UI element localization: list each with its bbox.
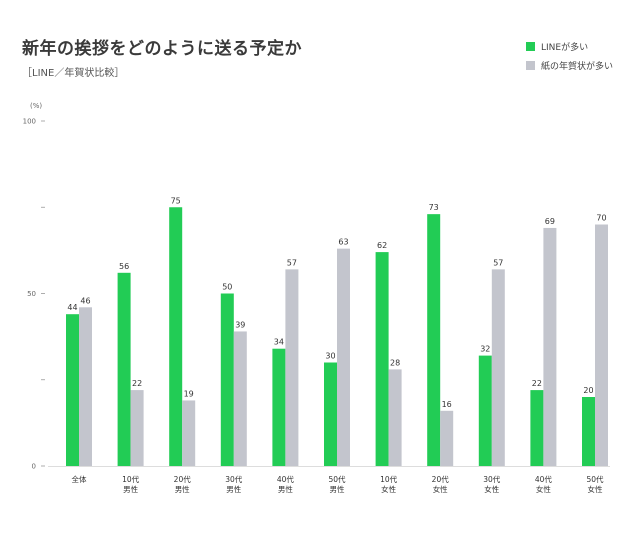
data-label: 44 <box>67 303 77 312</box>
data-label: 39 <box>235 320 245 329</box>
bar-paper <box>337 248 350 466</box>
bar-line <box>427 214 441 466</box>
x-tick-label: 男性 <box>175 484 190 494</box>
x-tick-label: 30代 <box>225 474 243 484</box>
data-label: 16 <box>442 400 452 409</box>
legend-swatch-line <box>526 42 535 51</box>
data-label: 63 <box>338 238 348 247</box>
bar-line <box>375 252 389 466</box>
data-label: 50 <box>222 283 232 292</box>
bar-paper <box>79 307 92 466</box>
x-tick-label: 女性 <box>433 484 448 494</box>
x-tick-label: 10代 <box>380 474 398 484</box>
legend: LINEが多い 紙の年賀状が多い <box>526 37 613 75</box>
bar-paper <box>440 410 454 466</box>
data-label: 57 <box>287 258 297 267</box>
data-label: 46 <box>80 296 90 305</box>
bar-line <box>169 207 183 466</box>
x-tick-label: 50代 <box>586 474 604 484</box>
bar-line <box>530 390 544 466</box>
chart-subtitle: ［LINE／年賀状比較］ <box>22 68 125 79</box>
x-tick-label: 女性 <box>381 484 396 494</box>
data-label: 57 <box>493 258 503 267</box>
y-axis-unit: (%) <box>30 102 42 110</box>
legend-item-line: LINEが多い <box>526 37 613 56</box>
bar-line <box>117 272 131 466</box>
bar-paper <box>543 227 557 466</box>
bar-line <box>220 293 234 466</box>
bar-paper <box>595 224 608 466</box>
data-label: 70 <box>596 214 606 223</box>
x-tick-label: 50代 <box>328 474 346 484</box>
x-tick-label: 10代 <box>122 474 140 484</box>
data-label: 75 <box>171 196 181 205</box>
legend-swatch-paper <box>526 61 535 70</box>
legend-label-paper: 紙の年賀状が多い <box>541 62 614 72</box>
legend-label-line: LINEが多い <box>541 43 589 53</box>
data-label: 56 <box>119 262 129 271</box>
bar-line <box>66 314 79 466</box>
x-tick-label: 女性 <box>484 484 499 494</box>
bar-paper <box>388 369 402 466</box>
data-label: 30 <box>325 352 335 361</box>
x-tick-label: 30代 <box>483 474 501 484</box>
legend-item-paper: 紙の年賀状が多い <box>526 56 613 75</box>
x-tick-label: 女性 <box>588 484 603 494</box>
bar-paper <box>233 331 247 466</box>
y-tick-label: 100 <box>23 118 36 126</box>
bar-line <box>272 348 286 466</box>
data-label: 73 <box>429 203 439 212</box>
data-label: 69 <box>545 217 555 226</box>
data-label: 20 <box>583 386 593 395</box>
y-tick-label: 50 <box>27 290 36 298</box>
x-tick-label: 40代 <box>535 474 553 484</box>
y-tick-label: 0 <box>32 463 36 471</box>
chart-title: 新年の挨拶をどのように送る予定か <box>22 39 302 59</box>
bar-line <box>582 397 595 466</box>
data-label: 28 <box>390 358 400 367</box>
data-label: 22 <box>532 379 542 388</box>
data-label: 34 <box>274 338 284 347</box>
bar-paper <box>491 269 505 466</box>
data-label: 62 <box>377 241 387 250</box>
x-tick-label: 女性 <box>536 484 551 494</box>
x-tick-label: 男性 <box>226 484 241 494</box>
x-tick-label: 男性 <box>278 484 293 494</box>
x-tick-label: 全体 <box>72 474 87 484</box>
bar-line <box>324 362 337 466</box>
bar-paper <box>285 269 299 466</box>
bar-paper <box>182 400 196 466</box>
bar-paper <box>130 390 144 466</box>
x-tick-label: 20代 <box>432 474 450 484</box>
x-tick-label: 20代 <box>174 474 192 484</box>
data-label: 22 <box>132 379 142 388</box>
data-label: 32 <box>480 345 490 354</box>
x-tick-label: 男性 <box>123 484 138 494</box>
data-label: 19 <box>184 389 194 398</box>
x-tick-label: 40代 <box>277 474 295 484</box>
x-tick-label: 男性 <box>330 484 345 494</box>
bar-line <box>478 355 492 466</box>
